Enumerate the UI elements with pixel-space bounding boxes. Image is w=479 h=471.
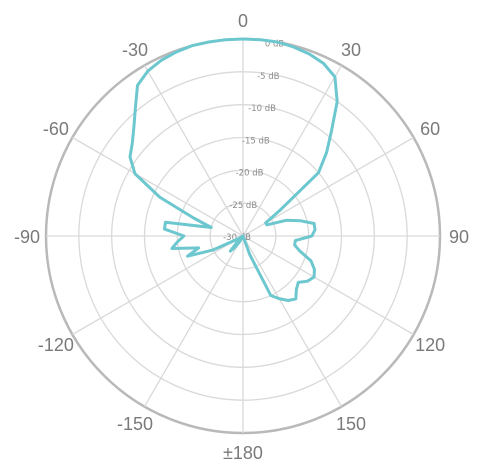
grid-spoke	[242, 65, 343, 237]
radial-tick-label: 0 dB	[265, 40, 285, 50]
radial-tick-label: -20 dB	[236, 169, 264, 179]
angle-tick-label: 120	[415, 335, 445, 355]
grid-spoke	[242, 235, 414, 336]
angle-tick-label: -150	[117, 414, 153, 434]
angle-tick-label: 150	[336, 414, 366, 434]
grid-spoke	[72, 136, 244, 237]
angle-tick-label: -30	[122, 40, 148, 60]
angle-tick-label: -90	[14, 227, 40, 247]
angle-tick-label: -60	[43, 119, 69, 139]
radial-tick-label: -10 dB	[248, 104, 276, 114]
angle-tick-label: -120	[38, 335, 74, 355]
angle-tick-label: 90	[449, 227, 469, 247]
angle-tick-label: 60	[420, 119, 440, 139]
radial-tick-label: -5 dB	[257, 72, 280, 82]
chart-series	[128, 37, 339, 302]
grid-spoke	[242, 235, 343, 407]
radial-tick-label: -25 dB	[229, 201, 257, 211]
angle-tick-label: 30	[341, 40, 361, 60]
grid-spoke	[143, 65, 244, 237]
angle-tick-label: 0	[238, 11, 248, 31]
angle-tick-label: ±180	[223, 443, 263, 463]
radial-tick-label: -15 dB	[242, 136, 270, 146]
angle-tick-labels: 0 30 60 90 120 150 ±180 -150 -120 -90 -60 -30	[14, 11, 469, 463]
grid-spoke	[72, 235, 244, 336]
grid-spoke	[143, 235, 244, 407]
series-line	[128, 37, 339, 302]
